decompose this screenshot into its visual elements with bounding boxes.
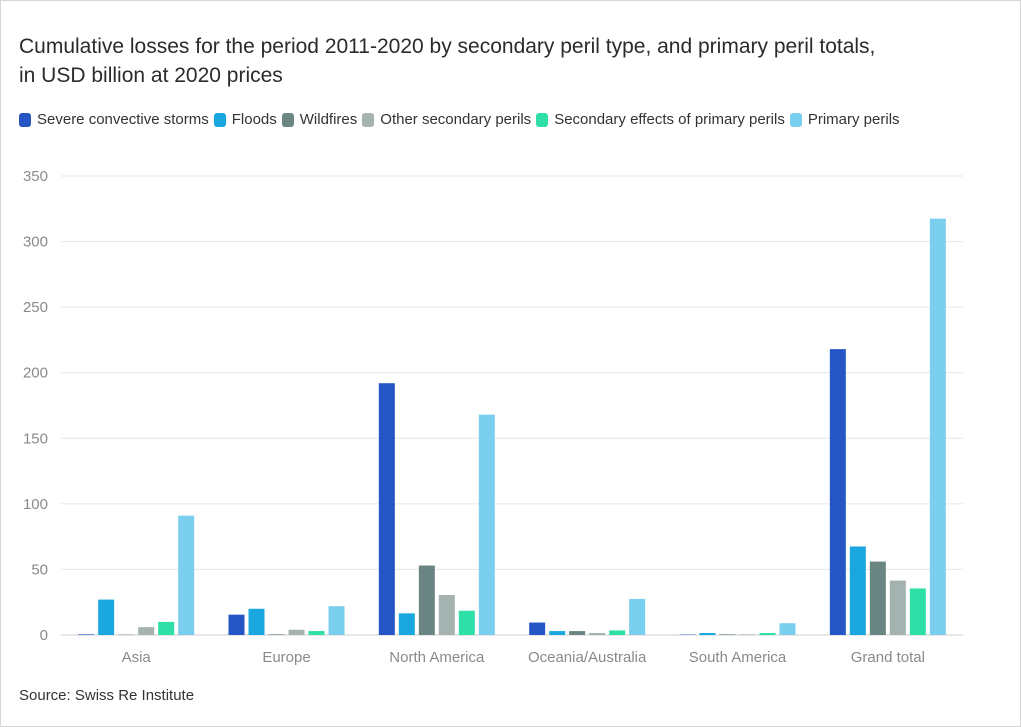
bar [529, 622, 546, 635]
legend-swatch [19, 112, 31, 127]
legend-item: Secondary effects of primary perils [536, 109, 785, 130]
bar [829, 349, 846, 635]
legend-swatch [213, 112, 226, 127]
chart-title-line-2: in USD billion at 2020 prices [19, 64, 283, 87]
legend-label: Primary perils [807, 111, 900, 128]
legend-swatch [789, 112, 802, 127]
chart-legend: Severe convective storms Floods Wildfires O… [19, 109, 999, 133]
x-category-label: Oceania/Australia [528, 649, 647, 666]
bar [929, 218, 946, 635]
bar [178, 515, 195, 635]
x-category-label: South America [689, 649, 787, 666]
y-tick-label: 100 [23, 496, 48, 513]
bar [418, 565, 435, 635]
legend-item: Primary perils [789, 109, 900, 130]
source-note: Source: Swiss Re Institute [19, 687, 195, 704]
legend-label: Floods [231, 111, 277, 128]
bar [629, 598, 646, 635]
bar [398, 613, 415, 635]
legend-item: Severe convective storms [19, 109, 209, 130]
bar [739, 634, 756, 635]
legend-item: Other secondary perils [362, 109, 531, 130]
legend-swatch [536, 112, 549, 127]
legend-item: Floods [213, 109, 277, 130]
legend-label: Wildfires [299, 111, 358, 128]
bar [589, 633, 606, 635]
bar [268, 634, 285, 635]
bar [779, 623, 796, 635]
bar [719, 634, 736, 635]
bar [869, 561, 886, 635]
bar [228, 614, 245, 635]
bar [609, 630, 626, 635]
bar [458, 610, 475, 635]
y-tick-label: 250 [23, 299, 48, 316]
y-tick-label: 150 [23, 430, 48, 447]
bar [478, 414, 495, 635]
legend-swatch [362, 112, 375, 127]
bar [98, 599, 115, 635]
bar [438, 595, 455, 635]
x-category-label: Grand total [851, 649, 925, 666]
bar [78, 634, 95, 635]
y-tick-label: 300 [23, 234, 48, 251]
bar [759, 633, 776, 635]
legend-label: Secondary effects of primary perils [554, 111, 785, 128]
bar [248, 608, 265, 635]
y-tick-label: 50 [31, 561, 48, 578]
bar [699, 633, 716, 635]
legend-item: Wildfires [281, 109, 358, 130]
bar [909, 588, 926, 635]
legend-swatch [281, 112, 294, 127]
x-category-label: Europe [262, 649, 310, 666]
bar [849, 546, 866, 635]
bar [378, 383, 395, 635]
x-category-label: Asia [122, 649, 152, 666]
bar [308, 631, 325, 635]
chart-title-line-1: Cumulative losses for the period 2011-20… [19, 35, 876, 58]
bar [889, 580, 906, 635]
bar [138, 627, 155, 635]
bar [288, 629, 305, 635]
bar [569, 631, 586, 635]
chart-title: Cumulative losses for the period 2011-20… [19, 32, 1009, 90]
legend-label: Other secondary perils [380, 111, 532, 128]
y-tick-label: 350 [23, 168, 48, 185]
legend-label: Severe convective storms [37, 111, 209, 128]
y-tick-label: 200 [23, 365, 48, 382]
bar [158, 621, 175, 635]
x-category-label: North America [389, 649, 485, 666]
bar [328, 606, 345, 635]
y-tick-label: 0 [40, 627, 48, 644]
bar [549, 631, 566, 635]
